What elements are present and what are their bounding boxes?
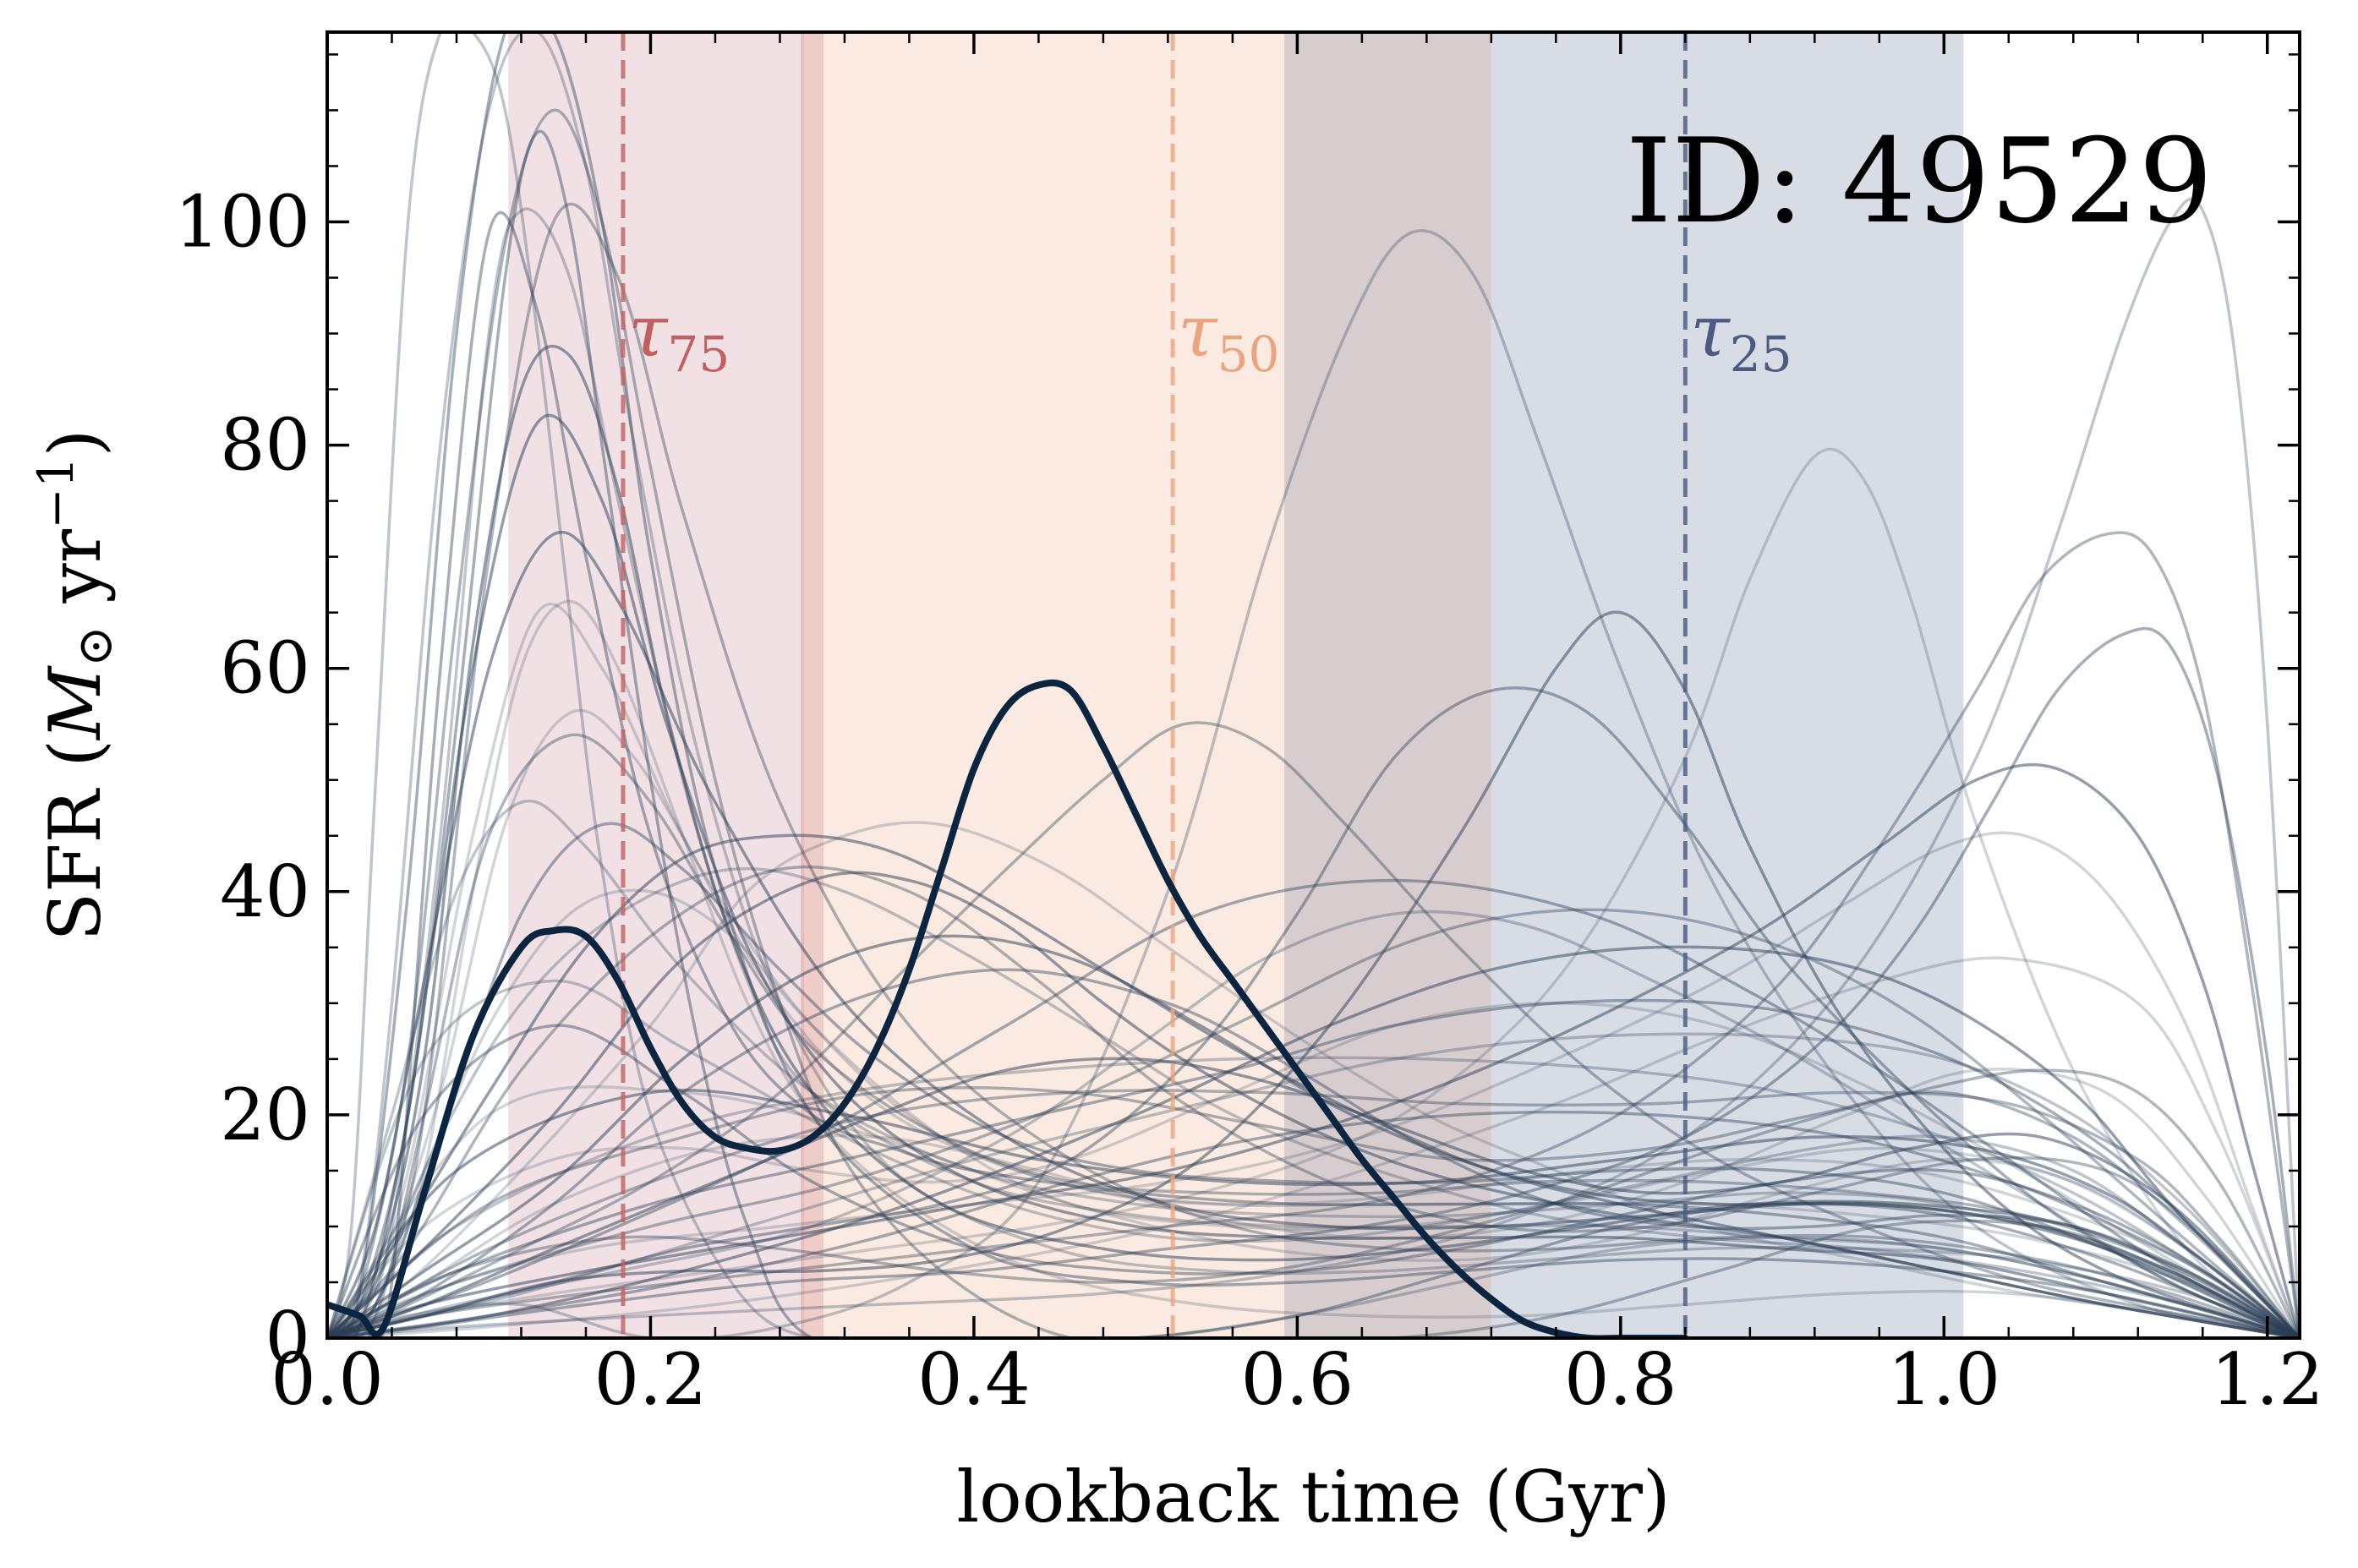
tau75-subscript: 75 xyxy=(667,325,730,383)
axes-frame xyxy=(326,30,2301,1340)
y-title-main: SFR ( xyxy=(34,740,117,942)
sample-line-42 xyxy=(327,979,2300,1338)
sample-line-45 xyxy=(327,1089,2300,1338)
sample-line-27 xyxy=(327,910,2300,1338)
sample-line-37 xyxy=(327,32,2300,1338)
x-tick-label-3: 0.6 xyxy=(1241,1338,1354,1421)
sample-line-53 xyxy=(327,531,2300,1338)
sample-line-25 xyxy=(327,1085,2300,1338)
y-title-unit-sup: −1 xyxy=(27,456,85,529)
sample-line-24 xyxy=(327,1085,2300,1338)
best-fit-line xyxy=(327,679,1689,1338)
sample-line-3 xyxy=(327,413,2300,1338)
sample-line-52 xyxy=(327,799,2300,1338)
sample-line-33 xyxy=(327,344,2300,1338)
sample-line-41 xyxy=(327,1024,2300,1338)
sample-line-9 xyxy=(327,821,2300,1338)
tau25-band xyxy=(1491,32,1964,1338)
sample-line-46 xyxy=(327,1110,2300,1338)
tau50-tau25-overlap xyxy=(1284,32,1491,1338)
sample-line-18 xyxy=(327,762,2300,1338)
sample-line-23 xyxy=(327,1088,2300,1338)
tau75-label: τ75 xyxy=(628,290,730,383)
y-title-close: ) xyxy=(34,429,117,457)
plot-frame xyxy=(326,30,2301,1340)
sample-line-11 xyxy=(327,686,2300,1338)
x-axis-title: lookback time (Gyr) xyxy=(956,1456,1670,1538)
sample-line-19 xyxy=(327,831,2300,1338)
x-tick-label-2: 0.4 xyxy=(917,1338,1031,1421)
tau-marker-lines xyxy=(621,32,1688,1338)
sample-line-15 xyxy=(327,531,2300,1338)
sample-line-28 xyxy=(327,871,2300,1338)
sample-line-1 xyxy=(327,210,2300,1338)
sample-line-4 xyxy=(327,602,2300,1338)
x-tick-label-5: 1.0 xyxy=(1887,1338,2000,1421)
sample-line-30 xyxy=(327,202,2300,1338)
sample-line-32 xyxy=(327,32,2300,1338)
sample-line-26 xyxy=(327,878,2300,1338)
y-tick-label-0: 0 xyxy=(265,1297,310,1380)
y-tick-label-5: 100 xyxy=(175,180,310,263)
sample-line-17 xyxy=(327,197,2300,1338)
sample-line-21 xyxy=(327,998,2300,1338)
tau25-subscript: 25 xyxy=(1730,325,1792,383)
sample-line-10 xyxy=(327,721,2300,1338)
axis-ticks xyxy=(326,32,2300,1340)
galaxy-id-label: ID: 49529 xyxy=(1626,113,2213,249)
sample-line-7 xyxy=(327,866,2300,1338)
x-tick-label-4: 0.8 xyxy=(1564,1338,1677,1421)
sample-line-14 xyxy=(327,447,2300,1338)
sample-line-43 xyxy=(327,945,2300,1338)
sample-line-34 xyxy=(327,599,2300,1338)
best-fit-line-layer xyxy=(327,679,1689,1338)
y-tick-label-1: 20 xyxy=(220,1074,310,1156)
sample-line-51 xyxy=(327,968,2300,1338)
tau50-subscript: 50 xyxy=(1217,325,1280,383)
y-axis-title: SFR (M⊙ yr−1) xyxy=(27,429,123,942)
x-tick-label-6: 1.2 xyxy=(2211,1338,2324,1421)
sample-line-50 xyxy=(327,865,2300,1338)
tau25-symbol: τ xyxy=(1690,290,1731,373)
y-title-symbol-sub: ⊙ xyxy=(66,626,123,667)
x-tick-label-0: 0.0 xyxy=(271,1338,384,1421)
tau50-label: τ50 xyxy=(1178,290,1279,383)
sample-line-22 xyxy=(327,1056,2300,1338)
y-title-unit: yr xyxy=(34,528,117,626)
sample-line-6 xyxy=(327,822,2300,1338)
y-tick-label-2: 40 xyxy=(220,850,310,933)
sample-line-16 xyxy=(327,626,2300,1338)
tau25-label: τ25 xyxy=(1690,290,1792,383)
sample-line-35 xyxy=(327,108,2300,1338)
y-tick-label-4: 80 xyxy=(220,404,310,487)
sample-line-12 xyxy=(327,229,2300,1338)
shaded-bands xyxy=(508,32,1964,1338)
y-title-symbol: M xyxy=(34,665,117,741)
sample-line-13 xyxy=(327,610,2300,1338)
sample-line-47 xyxy=(327,1032,2300,1338)
sample-line-49 xyxy=(327,1002,2300,1338)
y-tick-label-3: 60 xyxy=(220,627,310,710)
sample-line-54 xyxy=(327,708,2300,1338)
tau50-symbol: τ xyxy=(1178,290,1218,373)
tau75-band-edge xyxy=(801,32,824,1338)
sample-line-31 xyxy=(327,32,2300,1338)
tau75-symbol: τ xyxy=(628,290,669,373)
sample-line-2 xyxy=(327,207,2300,1338)
posterior-sample-lines xyxy=(327,32,2300,1338)
sample-line-29 xyxy=(327,888,2300,1338)
sample-line-20 xyxy=(327,908,2300,1338)
sample-line-44 xyxy=(327,956,2300,1338)
x-tick-label-1: 0.2 xyxy=(594,1338,708,1421)
